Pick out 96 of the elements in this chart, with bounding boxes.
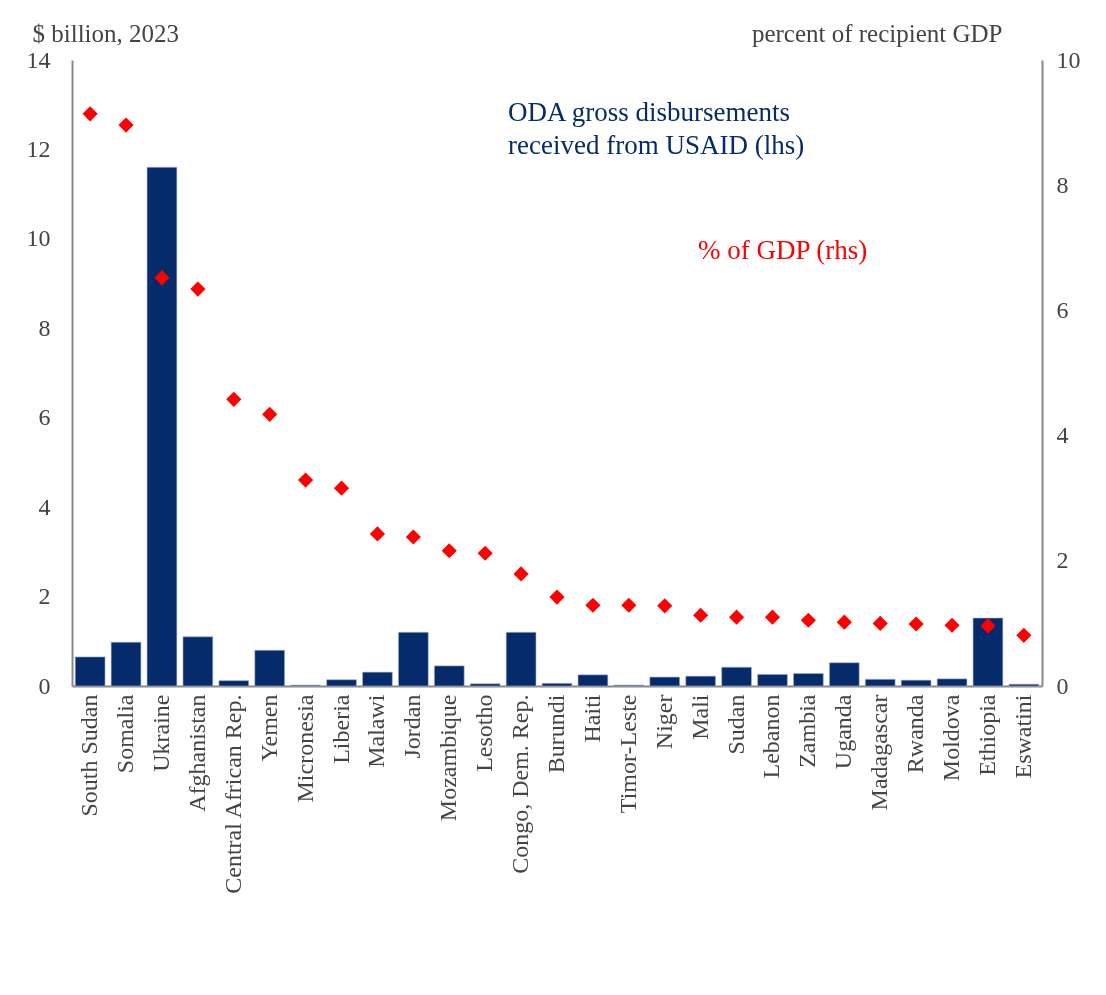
- point: [944, 617, 960, 633]
- x-tick-label: Ukraine: [147, 694, 174, 772]
- y-tick-label: 14: [26, 46, 51, 73]
- point: [513, 566, 529, 582]
- y2-tick-label: 6: [1056, 296, 1069, 323]
- x-tick-label: Mali: [686, 694, 713, 740]
- x-tick-label: Lesotho: [471, 694, 498, 772]
- x-tick-label: Yemen: [255, 694, 282, 762]
- point: [441, 543, 457, 559]
- point: [154, 270, 170, 286]
- x-tick-label: Moldova: [938, 694, 965, 782]
- bar: [829, 662, 860, 687]
- point: [621, 597, 637, 613]
- x-tick-label: Liberia: [327, 694, 354, 764]
- y-tick-label: 4: [38, 493, 51, 520]
- bar: [649, 676, 680, 687]
- bar: [757, 674, 788, 687]
- x-tick-label: Madagascar: [866, 694, 893, 811]
- bar: [541, 683, 573, 687]
- x-tick-label: Lebanon: [758, 694, 785, 779]
- y2-tick-label: 4: [1056, 422, 1069, 449]
- y-tick-label: 10: [26, 225, 51, 252]
- x-tick-label: Rwanda: [902, 694, 929, 774]
- point: [728, 609, 745, 625]
- bar: [936, 678, 968, 687]
- point: [298, 472, 314, 488]
- x-tick-label: Sudan: [722, 694, 749, 755]
- point: [549, 589, 565, 605]
- x-tick-label: Congo, Dem. Rep.: [507, 694, 534, 874]
- x-tick-label: South Sudan: [76, 694, 103, 817]
- point: [657, 598, 673, 614]
- point: [764, 609, 781, 625]
- point: [262, 406, 278, 422]
- x-tick-label: Niger: [650, 694, 677, 750]
- point: [836, 614, 852, 630]
- x-tick-label: Zambia: [794, 694, 821, 768]
- y-tick-label: 2: [38, 583, 51, 610]
- point: [333, 480, 350, 496]
- x-tick-label: Uganda: [830, 694, 857, 770]
- y-tick-label: 6: [38, 404, 51, 431]
- x-tick-label: Malawi: [363, 694, 390, 768]
- bar: [685, 675, 716, 687]
- bar: [110, 641, 142, 687]
- bar: [469, 683, 501, 687]
- bar: [793, 673, 824, 687]
- x-tick-label: Central African Rep.: [219, 694, 246, 894]
- bar: [721, 666, 752, 687]
- bar: [972, 617, 1004, 687]
- y2-tick-label: 2: [1056, 547, 1069, 574]
- point: [908, 616, 924, 632]
- y2-tick-label: 8: [1056, 171, 1069, 198]
- bar: [434, 665, 465, 687]
- x-tick-label: Eswatini: [1009, 694, 1036, 779]
- x-tick-label: Afghanistan: [183, 694, 210, 812]
- bar: [182, 636, 214, 687]
- bar: [326, 679, 357, 687]
- x-tick-label: Timor-Leste: [614, 694, 641, 814]
- point: [477, 545, 493, 561]
- bar: [865, 678, 896, 687]
- point: [585, 597, 601, 613]
- y-axis-title: $ billion, 2023: [32, 19, 180, 47]
- point: [118, 117, 134, 133]
- point: [226, 391, 242, 407]
- y2-axis-title: percent of recipient GDP: [751, 19, 1003, 47]
- x-tick-label: Mozambique: [435, 694, 462, 822]
- x-tick-label: Micronesia: [291, 694, 318, 803]
- x-tick-label: Somalia: [112, 694, 139, 774]
- y-tick-label: 12: [26, 135, 51, 162]
- x-tick-label: Ethiopia: [973, 694, 1000, 776]
- x-tick-label: Haiti: [578, 694, 605, 743]
- text: ODA gross disbursements received from USAID (lhs): [508, 97, 805, 160]
- point: [190, 281, 206, 297]
- x-tick-label: Burundi: [543, 694, 569, 774]
- point: [82, 106, 98, 122]
- point: [369, 526, 386, 542]
- bar: [398, 632, 429, 687]
- point: [872, 615, 888, 631]
- bar: [218, 680, 249, 687]
- bar: [362, 671, 393, 687]
- y-tick-label: 0: [38, 672, 51, 699]
- point: [405, 529, 421, 545]
- text: % of GDP (rhs): [698, 235, 868, 265]
- bar: [900, 679, 932, 687]
- bar: [74, 656, 106, 687]
- bar: [146, 167, 178, 687]
- bar: [577, 674, 609, 687]
- point: [693, 607, 709, 623]
- point: [1016, 627, 1032, 643]
- x-tick-label: Jordan: [399, 694, 426, 759]
- y2-tick-label: 0: [1056, 672, 1069, 699]
- point: [980, 618, 996, 634]
- y2-tick-label: 10: [1056, 46, 1081, 73]
- bar: [254, 649, 285, 687]
- point: [800, 612, 816, 628]
- y-tick-label: 8: [38, 314, 51, 341]
- bar: [505, 632, 537, 687]
